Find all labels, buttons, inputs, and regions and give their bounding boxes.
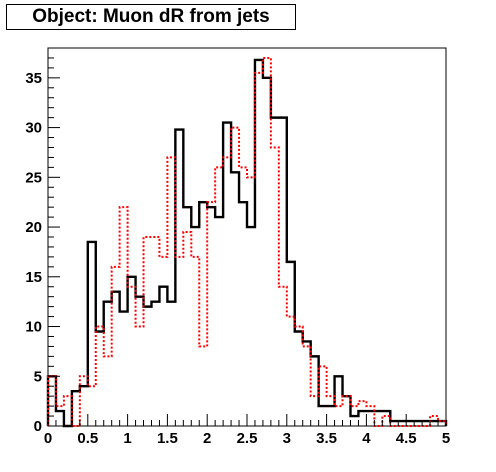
y-tick-label: 10	[25, 319, 42, 336]
y-tick-label: 5	[34, 368, 42, 385]
y-tick-label: 25	[25, 169, 42, 186]
x-tick-label: 5	[442, 430, 450, 447]
x-tick-label: 4.5	[396, 430, 417, 447]
x-tick-label: 3	[283, 430, 291, 447]
y-tick-label: 30	[25, 120, 42, 137]
x-tick-label: 0.5	[77, 430, 98, 447]
y-tick-label: 35	[25, 70, 42, 87]
y-tick-label: 20	[25, 219, 42, 236]
histogram-series-1	[46, 58, 448, 428]
x-tick-label: 4	[362, 430, 371, 447]
x-tick-label: 2	[203, 430, 211, 447]
y-tick-label: 0	[34, 418, 42, 435]
x-axis: 0 0.5 1 1.5 2 2.5 3 3.5 4 4.5 5	[44, 414, 450, 447]
histogram-series-2	[47, 56, 447, 427]
x-tick-label: 1.5	[157, 430, 178, 447]
x-tick-label: 1	[123, 430, 131, 447]
y-tick-label: 15	[25, 269, 42, 286]
x-tick-label: 2.5	[237, 430, 258, 447]
x-tick-label: 0	[44, 430, 52, 447]
chart-title: Object: Muon dR from jets	[32, 6, 270, 27]
plot-frame	[47, 47, 447, 427]
y-axis: 0 5 10 15 20 25 30 35	[25, 57, 60, 435]
chart-title-box: Object: Muon dR from jets	[6, 4, 296, 30]
x-tick-label: 3.5	[316, 430, 337, 447]
series-layer	[46, 56, 448, 428]
